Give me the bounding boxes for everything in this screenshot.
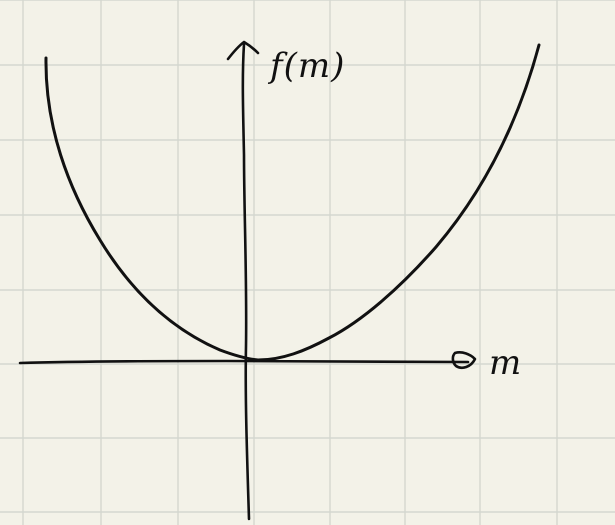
- y-axis-arrowhead: [226, 40, 260, 61]
- x-axis: [18, 359, 470, 365]
- y-axis-label: f(m): [267, 46, 345, 86]
- x-axis-arrowhead: [451, 351, 477, 370]
- parabola-curve: [44, 43, 541, 362]
- x-axis-label: m: [489, 343, 522, 383]
- y-axis: [241, 42, 251, 521]
